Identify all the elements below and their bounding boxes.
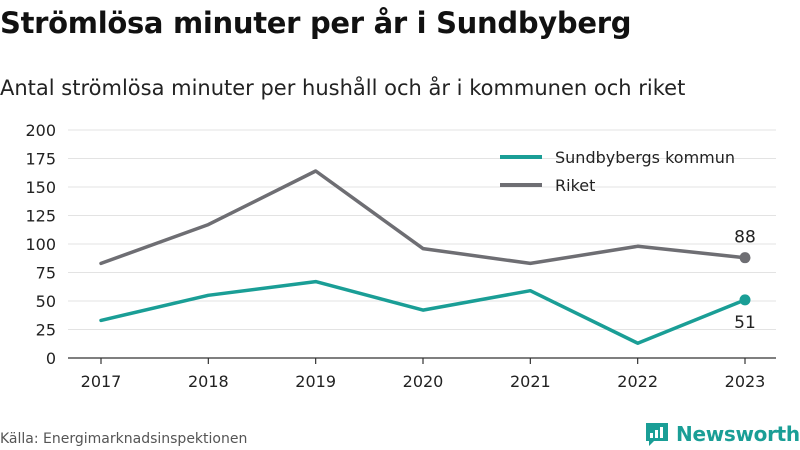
y-tick-label: 150 (25, 178, 56, 197)
x-tick-label: 2021 (510, 372, 551, 391)
x-tick-label: 2017 (81, 372, 122, 391)
series-end-point[interactable] (739, 294, 751, 306)
series-end-point[interactable] (739, 252, 751, 264)
y-tick-label: 100 (25, 235, 56, 254)
x-tick-label: 2020 (403, 372, 444, 391)
y-tick-label: 175 (25, 150, 56, 169)
data-label: 51 (734, 313, 756, 333)
y-tick-label: 200 (25, 121, 56, 140)
chart-subtitle: Antal strömlösa minuter per hushåll och … (0, 76, 686, 100)
brand-name: Newsworthy (676, 422, 800, 446)
x-tick-label: 2018 (188, 372, 229, 391)
x-tick-label: 2022 (617, 372, 658, 391)
x-tick-label: 2023 (725, 372, 766, 391)
data-label: 88 (734, 228, 756, 248)
series-line[interactable] (99, 169, 747, 266)
newsworthy-brand[interactable]: Newsworthy (644, 420, 800, 448)
x-tick-label: 2019 (295, 372, 336, 391)
newsworthy-logo-icon (646, 423, 668, 446)
y-tick-label: 0 (46, 349, 56, 368)
y-tick-label: 50 (36, 292, 56, 311)
legend-label: Riket (555, 176, 595, 195)
chart-title: Strömlösa minuter per år i Sundbyberg (0, 6, 632, 40)
y-tick-label: 25 (36, 321, 56, 340)
y-tick-label: 75 (36, 264, 56, 283)
source-note: Källa: Energimarknadsinspektionen (0, 431, 248, 447)
series-line[interactable] (99, 279, 747, 345)
legend-label: Sundbybergs kommun (555, 148, 735, 167)
y-tick-label: 125 (25, 207, 56, 226)
